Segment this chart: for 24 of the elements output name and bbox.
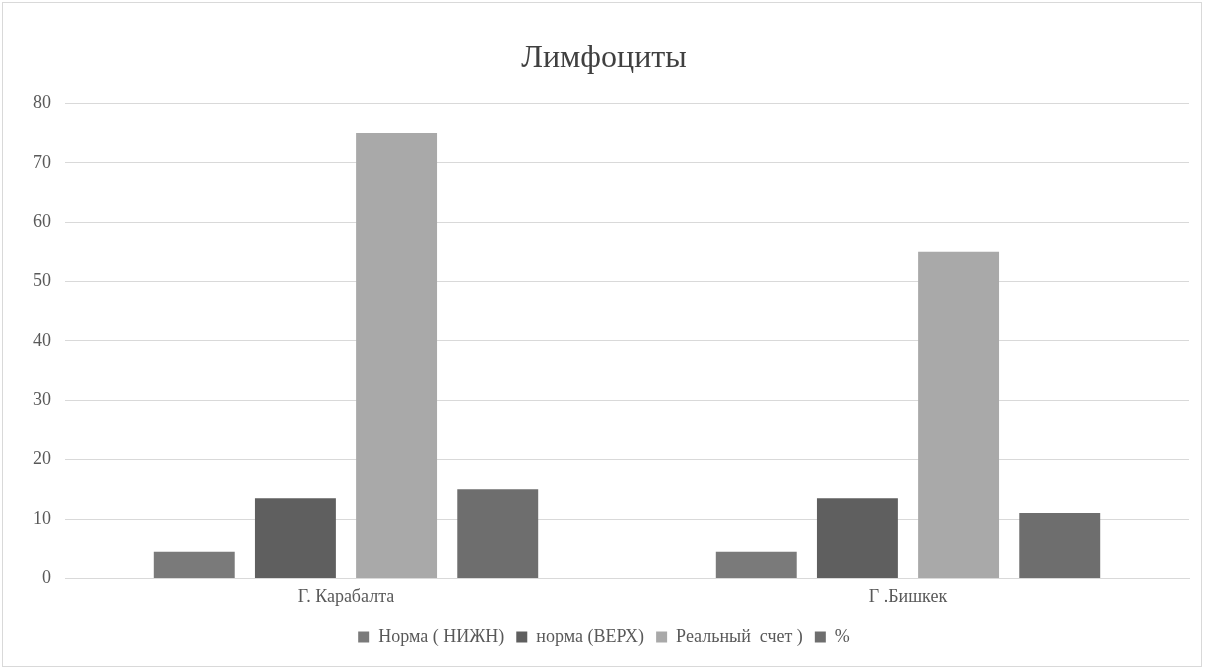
y-tick-label: 20 <box>33 448 51 469</box>
bar <box>356 133 438 578</box>
bar <box>918 251 1000 578</box>
y-tick-label: 50 <box>33 270 51 291</box>
bar <box>153 551 235 578</box>
bar <box>816 498 898 578</box>
x-tick-label: Г .Бишкек <box>868 585 948 606</box>
y-tick-label: 40 <box>33 329 51 350</box>
y-tick-label: 60 <box>33 210 51 231</box>
y-tick-label: 70 <box>33 151 51 172</box>
bar <box>715 551 797 578</box>
y-tick-label: 30 <box>33 389 51 410</box>
y-tick-label: 0 <box>42 567 51 588</box>
chart-title: Лимфоциты <box>521 37 687 74</box>
bar <box>457 489 539 578</box>
y-tick-label: 80 <box>33 92 51 113</box>
legend-label: % <box>834 625 850 646</box>
legend-label: Реальный счет ) <box>676 625 803 647</box>
y-tick-label: 10 <box>33 507 51 528</box>
legend-label: норма (ВЕРХ) <box>536 625 645 647</box>
bar <box>1019 513 1101 578</box>
x-tick-label: Г. Карабалта <box>297 585 395 606</box>
legend-label: Норма ( НИЖН) <box>378 625 505 647</box>
bar <box>254 498 336 578</box>
